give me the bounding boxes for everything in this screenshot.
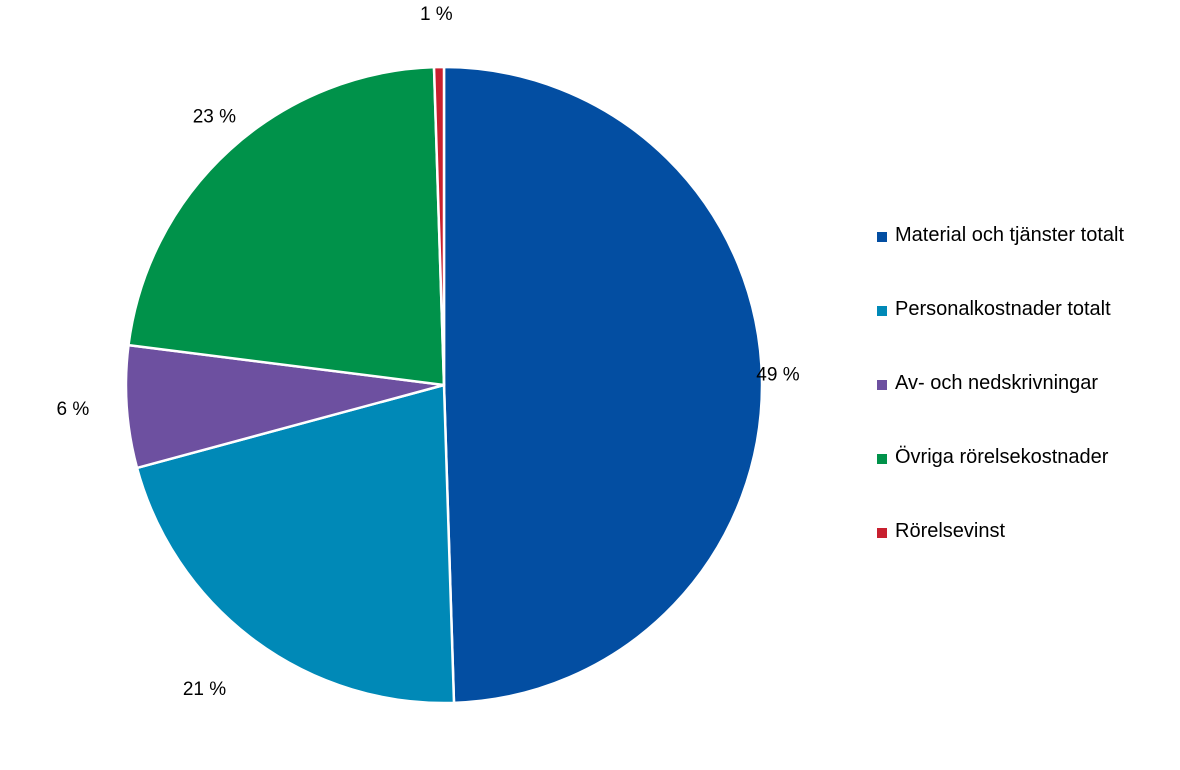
- legend-swatch: [877, 454, 887, 464]
- legend-label: Material och tjänster totalt: [895, 224, 1124, 246]
- legend-swatch: [877, 380, 887, 390]
- legend-label: Rörelsevinst: [895, 520, 1006, 542]
- data-label-1: 49 %: [756, 364, 799, 385]
- legend-swatch: [877, 528, 887, 538]
- data-label-5: 1 %: [420, 4, 453, 25]
- legend-label: Av- och nedskrivningar: [895, 372, 1099, 394]
- data-label-3: 6 %: [56, 399, 89, 420]
- legend-swatch: [877, 232, 887, 242]
- pie-slice-4: [127, 65, 446, 387]
- legend-label: Personalkostnader totalt: [895, 298, 1111, 320]
- legend-swatch: [877, 306, 887, 316]
- data-label-4: 23 %: [193, 106, 236, 127]
- legend-label: Övriga rörelsekostnader: [895, 446, 1109, 468]
- data-label-2: 21 %: [183, 679, 226, 700]
- pie-slice-2: [135, 383, 456, 705]
- pie-slices: [124, 65, 764, 705]
- pie-slice-5: [432, 65, 446, 387]
- pie-data-labels: 49 % 21 % 6 % 23 % 1 %: [56, 4, 799, 700]
- pie-slice-1: [442, 65, 764, 705]
